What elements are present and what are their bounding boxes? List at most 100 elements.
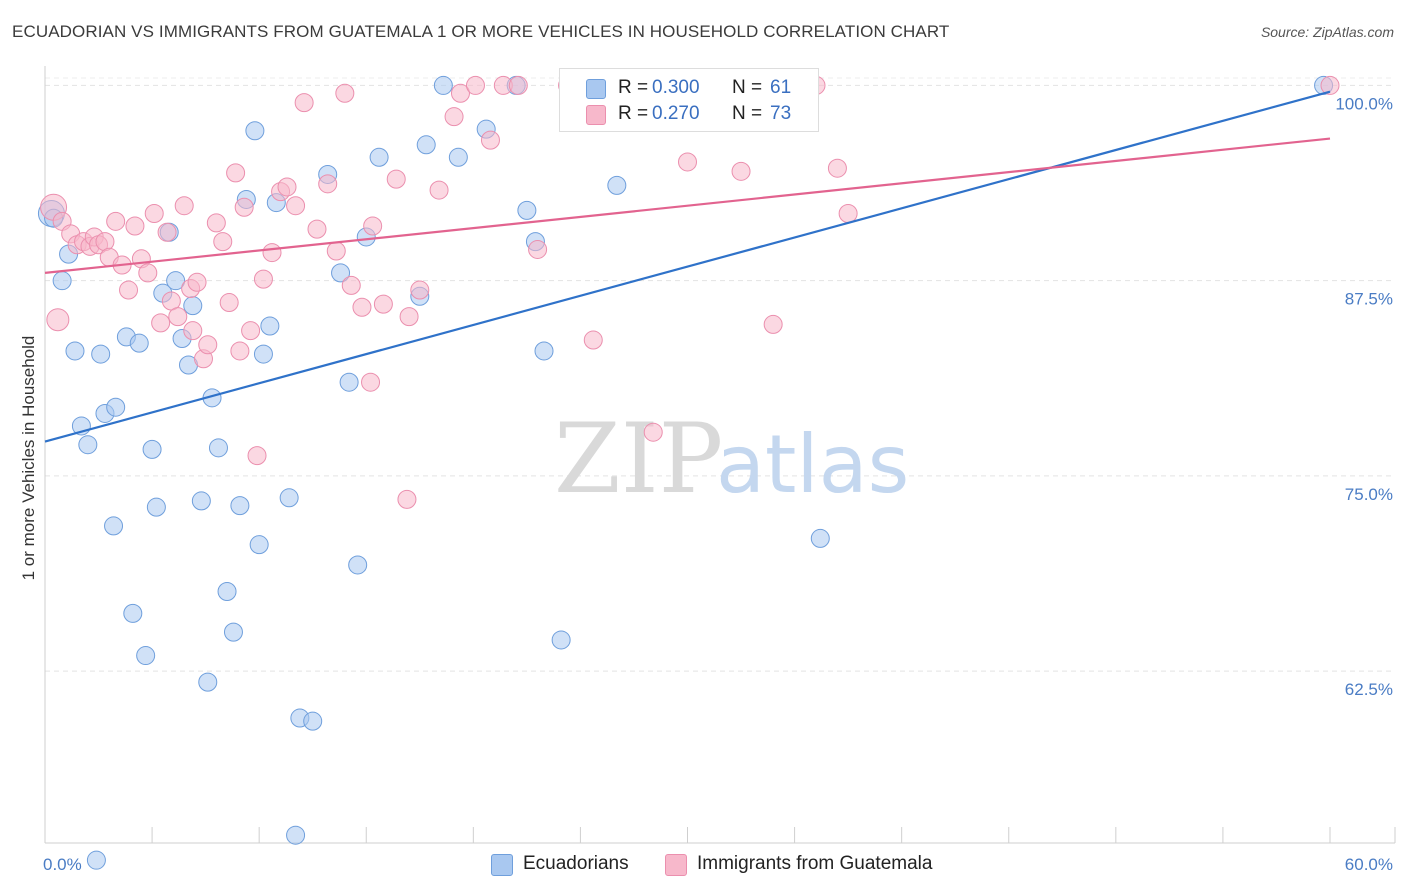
- legend-r-label: R =: [618, 103, 649, 124]
- legend-n-value: 73: [770, 103, 792, 124]
- point-guatemala: [397, 489, 417, 509]
- point-ecuadorians: [142, 439, 162, 459]
- x-tick-label-max: 60.0%: [1345, 855, 1393, 874]
- point-guatemala: [838, 204, 858, 224]
- point-ecuadorians: [146, 497, 166, 517]
- y-tick-label: 87.5%: [1345, 290, 1393, 309]
- point-ecuadorians: [260, 316, 280, 336]
- point-ecuadorians: [65, 341, 85, 361]
- correlation-legend: R = 0.300 N = 61 R = 0.270 N = 73: [559, 68, 819, 132]
- point-guatemala: [106, 211, 126, 231]
- point-guatemala: [583, 330, 603, 350]
- point-ecuadorians: [198, 672, 218, 692]
- point-ecuadorians: [448, 147, 468, 167]
- trend-line-guatemala: [44, 137, 1331, 274]
- point-guatemala: [138, 263, 158, 283]
- point-guatemala: [643, 422, 663, 442]
- point-guatemala: [46, 308, 70, 332]
- point-guatemala: [294, 93, 314, 113]
- point-guatemala: [151, 313, 171, 333]
- point-guatemala: [277, 177, 297, 197]
- point-guatemala: [262, 243, 282, 263]
- bottom-legend-label-guatemala: Immigrants from Guatemala: [697, 853, 933, 874]
- point-guatemala: [187, 272, 207, 292]
- source-label: Source: ZipAtlas.com: [1260, 24, 1394, 40]
- point-guatemala: [508, 75, 528, 95]
- point-ecuadorians: [348, 555, 368, 575]
- point-ecuadorians: [433, 75, 453, 95]
- point-guatemala: [763, 314, 783, 334]
- point-ecuadorians: [245, 121, 265, 141]
- point-guatemala: [326, 241, 346, 261]
- bottom-legend-swatch-ecuadorians: [491, 854, 513, 876]
- point-ecuadorians: [91, 344, 111, 364]
- legend-n-value: 61: [770, 77, 792, 98]
- point-ecuadorians: [217, 582, 237, 602]
- point-guatemala: [125, 216, 145, 236]
- legend-swatch-ecuadorians: [586, 79, 606, 99]
- point-ecuadorians: [86, 850, 106, 870]
- point-ecuadorians: [517, 200, 537, 220]
- point-guatemala: [352, 297, 372, 317]
- point-ecuadorians: [78, 435, 98, 455]
- point-guatemala: [429, 180, 449, 200]
- point-ecuadorians: [136, 646, 156, 666]
- point-ecuadorians: [416, 135, 436, 155]
- point-ecuadorians: [223, 622, 243, 642]
- point-ecuadorians: [286, 825, 306, 845]
- point-ecuadorians: [253, 344, 273, 364]
- legend-n-label: N =: [732, 77, 763, 98]
- bottom-legend-label-ecuadorians: Ecuadorians: [523, 853, 629, 874]
- point-guatemala: [444, 107, 464, 127]
- point-ecuadorians: [551, 630, 571, 650]
- legend-r-label: R =: [618, 77, 649, 98]
- bottom-legend-swatch-guatemala: [665, 854, 687, 876]
- point-guatemala: [241, 321, 261, 341]
- point-guatemala: [386, 169, 406, 189]
- point-guatemala: [480, 130, 500, 150]
- watermark-atlas: atlas: [716, 418, 909, 511]
- legend-n-label: N =: [732, 103, 763, 124]
- watermark: ZIP atlas: [554, 403, 909, 515]
- legend-r-value: 0.300: [652, 77, 700, 98]
- point-ecuadorians: [369, 147, 389, 167]
- point-guatemala: [335, 83, 355, 103]
- point-guatemala: [157, 222, 177, 242]
- watermark-zip: ZIP: [554, 403, 723, 515]
- point-guatemala: [341, 275, 361, 295]
- point-guatemala: [410, 280, 430, 300]
- point-guatemala: [318, 174, 338, 194]
- trend-lines: [44, 90, 1331, 443]
- point-ecuadorians: [191, 491, 211, 511]
- grid-lines: [45, 77, 1395, 672]
- point-ecuadorians: [129, 333, 149, 353]
- point-ecuadorians: [303, 711, 323, 731]
- point-guatemala: [1320, 75, 1340, 95]
- legend-swatch-guatemala: [586, 105, 606, 125]
- point-guatemala: [286, 196, 306, 216]
- point-ecuadorians: [331, 263, 351, 283]
- point-guatemala: [183, 321, 203, 341]
- chart-title: ECUADORIAN VS IMMIGRANTS FROM GUATEMALA …: [12, 22, 950, 41]
- point-ecuadorians: [607, 175, 627, 195]
- y-axis-label: 1 or more Vehicles in Household: [19, 336, 38, 581]
- point-ecuadorians: [183, 296, 203, 316]
- point-guatemala: [213, 232, 233, 252]
- y-tick-label: 100.0%: [1335, 94, 1393, 113]
- point-ecuadorians: [534, 341, 554, 361]
- point-ecuadorians: [52, 271, 72, 291]
- point-guatemala: [465, 75, 485, 95]
- point-guatemala: [373, 294, 393, 314]
- x-tick-label-min: 0.0%: [43, 855, 82, 874]
- point-guatemala: [363, 216, 383, 236]
- point-ecuadorians: [279, 488, 299, 508]
- point-guatemala: [226, 163, 246, 183]
- point-ecuadorians: [123, 603, 143, 623]
- legend-r-value: 0.270: [652, 103, 700, 124]
- point-guatemala: [119, 280, 139, 300]
- point-ecuadorians: [106, 397, 126, 417]
- tick-labels: 62.5% 75.0% 87.5% 100.0% 0.0% 60.0%: [43, 94, 1393, 874]
- point-guatemala: [253, 269, 273, 289]
- scatter-points: [37, 75, 1340, 870]
- point-ecuadorians: [249, 535, 269, 555]
